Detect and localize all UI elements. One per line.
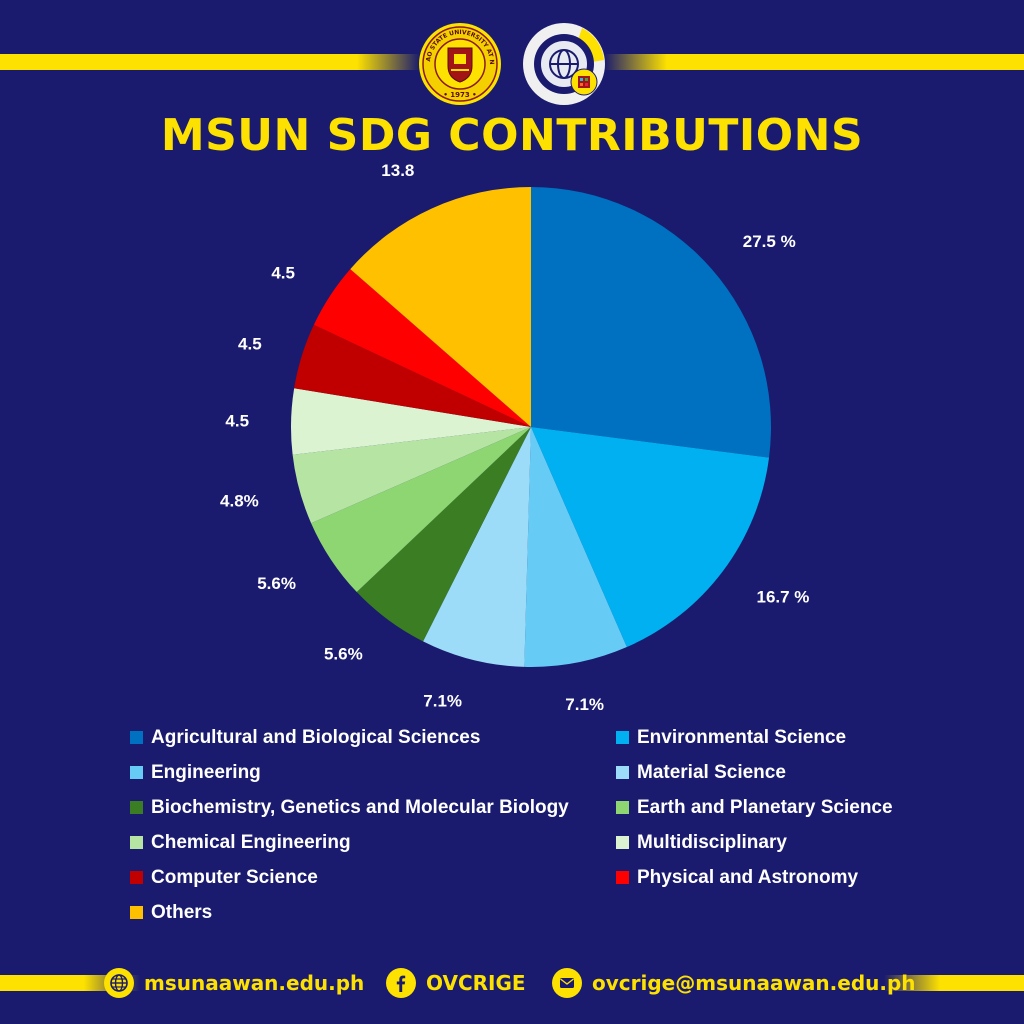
legend-label: Material Science [637,761,786,783]
legend-swatch [616,801,629,814]
legend-item: Earth and Planetary Science [616,796,930,819]
pie-slice [292,427,531,524]
legend-label: Agricultural and Biological Sciences [151,726,481,748]
legend-swatch [130,801,143,814]
legend-label: Chemical Engineering [151,831,351,853]
legend-swatch [616,731,629,744]
legend-label: Computer Science [151,866,318,888]
legend-label: Biochemistry, Genetics and Molecular Bio… [151,796,569,818]
pie-data-label: 4.5 [238,334,262,353]
pie-data-label: 4.8% [220,492,259,511]
pie-slice [524,427,627,667]
pie-data-label: 7.1% [565,695,604,714]
envelope-icon [552,968,582,998]
legend-item: Multidisciplinary [616,831,930,854]
legend-item: Others [130,901,616,924]
legend-swatch [130,766,143,779]
email-link[interactable]: ovcrige@msunaawan.edu.ph [592,971,916,995]
header-stripe-right [604,54,1024,70]
pie-data-label: 13.8 [381,161,414,180]
legend-swatch [130,871,143,884]
footer-facebook[interactable]: OVCRIGE [386,966,526,1000]
website-link[interactable]: msunaawan.edu.ph [144,971,365,995]
legend-item: Environmental Science [616,726,930,749]
legend-label: Engineering [151,761,261,783]
legend-item: Biochemistry, Genetics and Molecular Bio… [130,796,616,819]
pie-slice [531,427,770,648]
footer-website[interactable]: msunaawan.edu.ph [104,966,364,1000]
legend-label: Environmental Science [637,726,847,748]
legend-item: Material Science [616,761,930,784]
legend-swatch [130,836,143,849]
legend-label: Others [151,901,213,923]
pie-data-label: 7.1% [423,691,462,710]
legend-item: Chemical Engineering [130,831,616,854]
chart-legend: Agricultural and Biological Sciences Envi… [130,726,930,924]
pie-slice [294,324,531,427]
pie-slice [423,427,531,667]
svg-text:• 1973 •: • 1973 • [443,91,476,99]
pie-slice [531,187,771,458]
pie-slice [313,269,531,427]
legend-item: Engineering [130,761,616,784]
legend-item: Agricultural and Biological Sciences [130,726,616,749]
legend-swatch [616,871,629,884]
footer-stripe-right [884,975,1024,991]
sdg-globe-gear-icon [523,23,605,105]
msu-naawan-seal-icon: • 1973 • MINDANAO STATE UNIVERSITY AT NA… [418,22,501,105]
pie-data-label: 4.5 [225,411,249,430]
legend-swatch [130,906,143,919]
legend-label: Multidisciplinary [637,831,787,853]
footer-email[interactable]: ovcrige@msunaawan.edu.ph [552,966,916,1000]
legend-swatch [616,836,629,849]
pie-data-label: 5.6% [324,644,363,663]
pie-slice [350,187,531,427]
pie-data-label: 27.5 % [743,232,796,251]
legend-swatch [616,766,629,779]
legend-item: Computer Science [130,866,616,889]
pie-slice [356,427,531,642]
pie-data-label: 4.5 [271,264,295,283]
legend-label: Physical and Astronomy [637,866,859,888]
legend-swatch [130,731,143,744]
pie-data-label: 16.7 % [757,587,810,606]
globe-icon [104,968,134,998]
page-title: MSUN SDG CONTRIBUTIONS [160,110,864,161]
pie-slice [311,427,531,593]
facebook-icon [386,968,416,998]
legend-label: Earth and Planetary Science [637,796,893,818]
pie-data-label: 5.6% [257,574,296,593]
header-stripe-left [0,54,420,70]
legend-item: Physical and Astronomy [616,866,930,889]
facebook-link[interactable]: OVCRIGE [426,971,526,995]
pie-slice [291,388,531,455]
